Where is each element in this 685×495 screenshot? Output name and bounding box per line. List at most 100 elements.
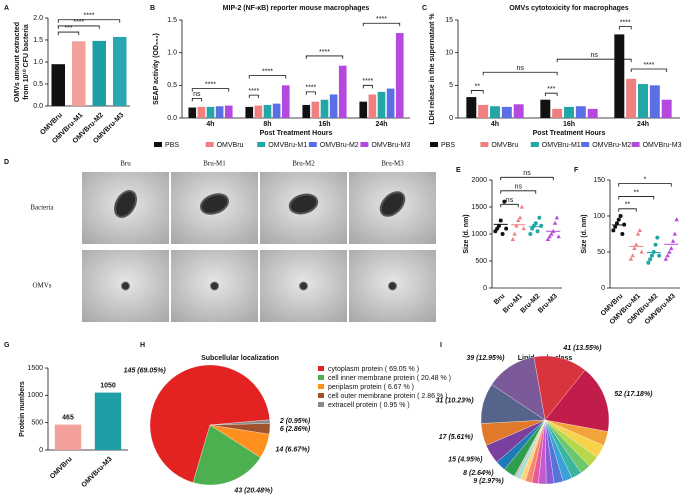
data-point	[554, 215, 560, 220]
slice-label: 52 (17.18%)	[614, 391, 653, 398]
x-axis-label: Post Treatment Hours	[533, 130, 606, 137]
data-point	[549, 231, 554, 236]
data-point	[657, 253, 662, 258]
bar	[197, 106, 206, 118]
significance-bracket	[482, 71, 558, 76]
data-point	[628, 256, 634, 261]
pie-slice	[149, 364, 270, 483]
y-tick-label: 0.5	[167, 82, 177, 89]
legend-swatch	[318, 366, 324, 371]
vesicle	[388, 281, 397, 291]
legend-swatch	[154, 142, 162, 147]
significance-label: ****	[84, 13, 95, 20]
y-tick-label: 1.0	[33, 59, 43, 66]
bar	[245, 106, 254, 118]
bacterium	[114, 190, 137, 218]
bar	[215, 106, 224, 118]
x-tick-label: OMVBru	[49, 456, 74, 481]
slice-label: 6 (2.86%)	[280, 426, 311, 433]
data-point	[674, 217, 679, 222]
panel-label: B	[150, 5, 155, 12]
significance-bracket	[618, 183, 672, 187]
y-tick-label: 500	[475, 258, 487, 265]
data-point	[552, 220, 558, 225]
data-point	[498, 218, 503, 223]
significance-label: ****	[305, 85, 316, 92]
y-tick-label: 1500	[27, 365, 43, 372]
data-point	[632, 246, 637, 250]
data-point	[649, 253, 654, 258]
bar	[386, 88, 395, 118]
significance-bracket	[500, 176, 554, 181]
bar	[513, 104, 524, 118]
y-tick-label: 15	[445, 17, 453, 24]
data-point	[648, 257, 653, 262]
significance-bracket	[556, 58, 632, 63]
bar	[466, 97, 477, 118]
bacterium	[379, 191, 406, 217]
legend-label: cytoplasm protein ( 69.05 % )	[328, 366, 419, 373]
y-axis-label: LDH release in the supernatant %	[429, 13, 436, 125]
bar	[649, 85, 660, 118]
legend-label: OMVBru	[491, 142, 518, 149]
legend-label: cell inner membrane protein ( 20.48 % )	[328, 375, 451, 382]
significance-label: ns	[515, 184, 523, 191]
bar	[281, 85, 290, 118]
panel-label: D	[4, 159, 9, 166]
data-point	[502, 199, 507, 204]
y-tick-label: 5	[449, 82, 453, 89]
significance-bracket	[470, 90, 484, 94]
legend-swatch	[205, 142, 214, 147]
bar	[490, 106, 500, 118]
slice-label: 15 (4.95%)	[448, 456, 483, 463]
y-tick-label: 0	[449, 115, 453, 122]
data-point	[517, 215, 523, 220]
data-point	[611, 228, 616, 233]
data-point	[504, 226, 509, 231]
vesicle	[121, 281, 130, 291]
data-point	[545, 237, 551, 241]
y-tick-label: 1.5	[167, 17, 177, 24]
significance-bracket	[544, 92, 558, 97]
pie-slice	[544, 369, 610, 432]
bar	[575, 106, 586, 118]
bar	[302, 104, 311, 118]
y-tick-label: 150	[593, 177, 605, 184]
significance-label: **	[634, 189, 640, 196]
significance-label: ns	[193, 91, 201, 98]
significance-bracket	[191, 88, 230, 92]
bar	[320, 99, 329, 118]
y-tick-label: 2000	[471, 177, 487, 184]
significance-label: ***	[547, 86, 555, 93]
significance-label: ns	[516, 65, 524, 72]
legend-label: OMVBru	[217, 142, 244, 149]
legend-swatch	[430, 142, 438, 147]
y-axis-label: OMVs amount extracted	[14, 22, 21, 102]
row-label: OMVs	[32, 282, 51, 290]
data-point	[653, 242, 658, 247]
bar	[377, 91, 386, 118]
y-tick-label: 500	[31, 420, 43, 427]
chart-title: OMVs cytotoxicity for macrophages	[509, 5, 629, 12]
y-tick-label: 0	[601, 285, 605, 292]
slice-label: 39 (12.95%)	[466, 355, 505, 362]
significance-label: **	[625, 202, 631, 209]
slice-label: 8 (2.64%)	[463, 470, 494, 477]
x-tick-label: 4h	[206, 121, 214, 128]
y-tick-label: 0.0	[33, 103, 43, 110]
bar	[51, 64, 66, 106]
significance-bracket	[305, 55, 344, 59]
significance-bracket	[191, 98, 202, 102]
x-tick-label: 16h	[318, 121, 330, 128]
slice-label: 31 (10.23%)	[435, 397, 474, 404]
bar	[54, 424, 82, 450]
bar	[112, 36, 127, 106]
bar	[263, 104, 272, 118]
bar	[368, 94, 377, 118]
data-point	[637, 228, 643, 232]
vesicle	[210, 281, 219, 291]
x-axis-label: Post Treatment Hours	[260, 130, 333, 137]
significance-bracket	[57, 31, 80, 36]
y-tick-label: 50	[597, 249, 605, 256]
